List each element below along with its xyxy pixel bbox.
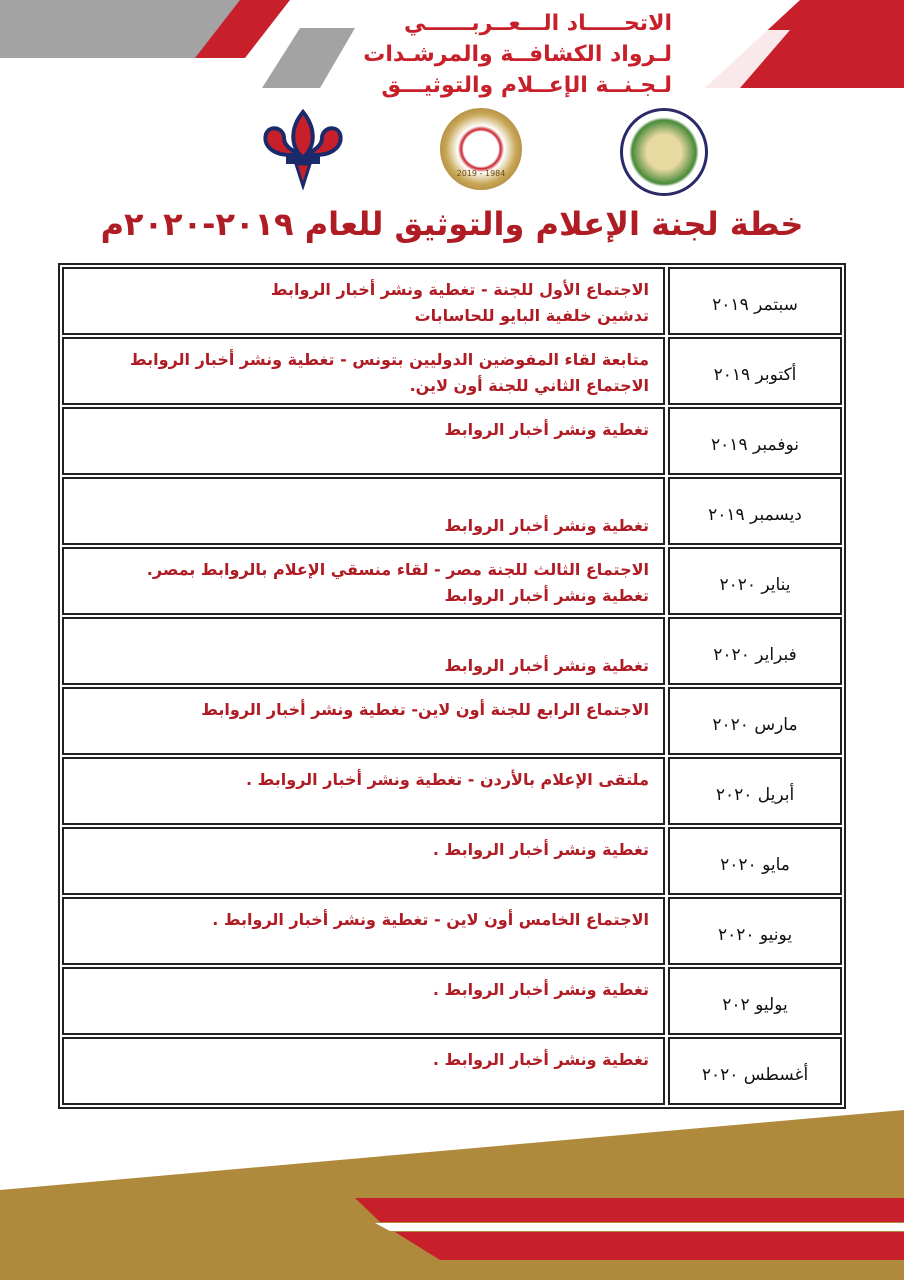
activity-cell: تغطية ونشر أخبار الروابط [62,477,665,545]
activity-line [74,627,649,653]
activity-line: تغطية ونشر أخبار الروابط [444,656,649,675]
page-title: خطة لجنة الإعلام والتوثيق للعام ٢٠١٩-٢٠٢… [100,205,804,243]
table-row: يناير ٢٠٢٠ الاجتماع الثالث للجنة مصر - لق… [62,547,842,615]
activity-line: الاجتماع الخامس أون لاين - تغطية ونشر أخ… [212,910,649,929]
header-decoration [0,0,904,88]
month-cell: أكتوبر ٢٠١٩ [668,337,842,405]
gray-band-left [0,0,255,58]
table-row: سبتمر ٢٠١٩ الاجتماع الأول للجنة - تغطية و… [62,267,842,335]
activity-line [74,487,649,513]
activity-line: الاجتماع الأول للجنة - تغطية ونشر أخبار … [270,280,649,299]
activity-cell: تغطية ونشر أخبار الروابط [62,407,665,475]
activity-cell: تغطية ونشر أخبار الروابط . [62,967,665,1035]
activity-line: الاجتماع الرابع للجنة أون لاين- تغطية ون… [201,700,649,719]
month-cell: مايو ٢٠٢٠ [668,827,842,895]
activity-line: ملتقى الإعلام بالأردن - تغطية ونشر أخبار… [246,770,649,789]
table-row: أكتوبر ٢٠١٩ متابعة لقاء المفوضين الدوليين… [62,337,842,405]
activity-cell: تغطية ونشر أخبار الروابط . [62,1037,665,1105]
activity-line: تدشين خلفية البايو للحاسابات [414,306,649,325]
plan-table: سبتمر ٢٠١٩ الاجتماع الأول للجنة - تغطية و… [58,263,846,1109]
month-cell: أغسطس ٢٠٢٠ [668,1037,842,1105]
activity-line: الاجتماع الثاني للجنة أون لاين. [409,376,649,395]
activity-line: متابعة لقاء المفوضين الدوليين بتونس - تغ… [130,350,649,369]
activity-line: تغطية ونشر أخبار الروابط [444,420,649,439]
gray-band-small [262,28,355,88]
table-row: ديسمبر ٢٠١٩ تغطية ونشر أخبار الروابط [62,477,842,545]
footer-decoration [0,1110,904,1280]
table-row: يوليو ٢٠٢ تغطية ونشر أخبار الروابط . [62,967,842,1035]
saudi-scouts-logo [620,108,708,196]
fleur-de-lis-icon [263,108,343,190]
activity-cell: متابعة لقاء المفوضين الدوليين بتونس - تغ… [62,337,665,405]
table-row: مايو ٢٠٢٠ تغطية ونشر أخبار الروابط . [62,827,842,895]
activity-cell: تغطية ونشر أخبار الروابط [62,617,665,685]
header-line: لـجـنــة الإعــلام والتوثيـــق [381,73,672,98]
month-cell: ديسمبر ٢٠١٩ [668,477,842,545]
month-cell: فبراير ٢٠٢٠ [668,617,842,685]
activity-cell: الاجتماع الخامس أون لاين - تغطية ونشر أخ… [62,897,665,965]
table-row: نوفمبر ٢٠١٩ تغطية ونشر أخبار الروابط [62,407,842,475]
activity-line: تغطية ونشر أخبار الروابط . [432,840,649,859]
activity-cell: ملتقى الإعلام بالأردن - تغطية ونشر أخبار… [62,757,665,825]
table-row: يونيو ٢٠٢٠ الاجتماع الخامس أون لاين - تغط… [62,897,842,965]
activity-line: تغطية ونشر أخبار الروابط [444,516,649,535]
activity-line: تغطية ونشر أخبار الروابط . [432,980,649,999]
table-row: أبريل ٢٠٢٠ ملتقى الإعلام بالأردن - تغطية … [62,757,842,825]
red-stripe-2 [395,1232,904,1260]
month-cell: سبتمر ٢٠١٩ [668,267,842,335]
header-line: الاتحـــــاد الـــعــربــــــي [404,11,672,36]
organization-header: الاتحـــــاد الـــعــربــــــي لـرواد ال… [363,8,672,101]
activity-line: تغطية ونشر أخبار الروابط . [432,1050,649,1069]
white-cut [705,30,790,88]
month-cell: يوليو ٢٠٢ [668,967,842,1035]
activity-cell: الاجتماع الثالث للجنة مصر - لقاء منسقي ا… [62,547,665,615]
month-cell: أبريل ٢٠٢٠ [668,757,842,825]
month-cell: نوفمبر ٢٠١٩ [668,407,842,475]
union-years: 2019 - 1984 [456,169,506,178]
activity-line: الاجتماع الثالث للجنة مصر - لقاء منسقي ا… [146,560,649,579]
month-cell: يناير ٢٠٢٠ [668,547,842,615]
activity-line: تغطية ونشر أخبار الروابط [444,586,649,605]
month-cell: يونيو ٢٠٢٠ [668,897,842,965]
table-row: فبراير ٢٠٢٠ تغطية ونشر أخبار الروابط [62,617,842,685]
activity-cell: الاجتماع الأول للجنة - تغطية ونشر أخبار … [62,267,665,335]
table-row: مارس ٢٠٢٠ الاجتماع الرابع للجنة أون لاين-… [62,687,842,755]
white-stripe [375,1223,904,1231]
month-cell: مارس ٢٠٢٠ [668,687,842,755]
header-line: لـرواد الكشافــة والمرشـدات [363,42,672,67]
table-row: أغسطس ٢٠٢٠ تغطية ونشر أخبار الروابط . [62,1037,842,1105]
red-stripe-1 [355,1198,904,1222]
arab-union-logo: 2019 - 1984 [440,108,522,190]
red-band-left [195,0,290,58]
activity-cell: تغطية ونشر أخبار الروابط . [62,827,665,895]
activity-cell: الاجتماع الرابع للجنة أون لاين- تغطية ون… [62,687,665,755]
